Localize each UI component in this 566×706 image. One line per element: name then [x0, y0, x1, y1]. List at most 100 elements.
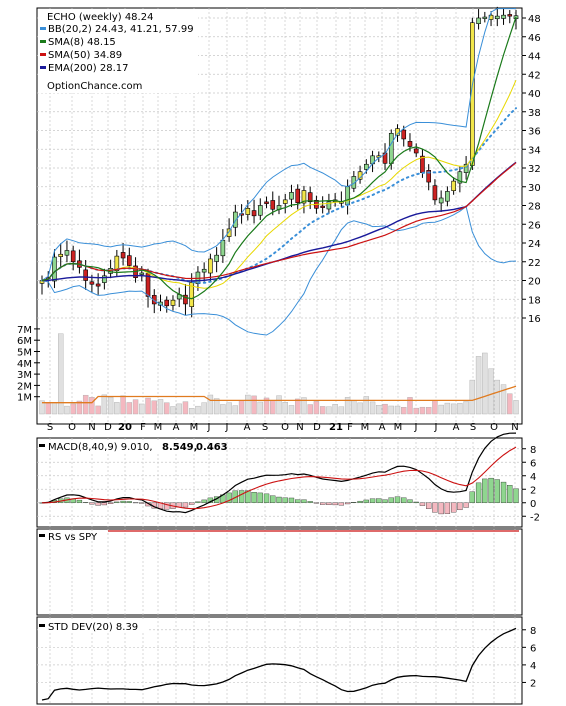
rs-label: RS vs SPY	[48, 532, 98, 543]
volume-bar	[351, 400, 357, 415]
macd-histogram-bar	[89, 502, 95, 505]
macd-histogram-bar	[276, 496, 282, 503]
volume-bar	[332, 404, 338, 415]
volume-bar	[82, 394, 89, 415]
candle-body	[451, 180, 456, 192]
sma50-legend-label: SMA(50) 34.89	[48, 50, 122, 61]
volume-bar	[363, 396, 370, 415]
macd-histogram-bar	[338, 502, 345, 506]
candle-body	[89, 281, 95, 285]
price-tick-label: 18	[528, 295, 541, 306]
volume-bar	[438, 404, 444, 415]
macd-histogram-bar	[326, 502, 332, 506]
macd-histogram-bar	[363, 499, 369, 503]
candle-body	[482, 16, 488, 19]
rs-legend-swatch	[39, 534, 45, 537]
macd-tick-label: 8	[530, 445, 536, 456]
volume-bar	[457, 403, 463, 415]
month-label: J	[414, 422, 418, 433]
macd-line	[41, 432, 517, 514]
candle-body	[139, 272, 145, 275]
price-tick-label: 24	[528, 239, 541, 250]
candle-body	[70, 250, 76, 263]
macd-histogram-bar	[482, 478, 488, 503]
macd-histogram-bar	[500, 481, 507, 503]
macd-histogram-bar	[419, 502, 426, 506]
volume-bar	[58, 333, 64, 415]
volume-bar	[151, 400, 157, 415]
candle-body	[295, 188, 301, 203]
volume-bar	[70, 403, 76, 415]
bb-legend-swatch	[40, 27, 46, 30]
stddev-tick-label: 2	[530, 678, 536, 689]
price-tick-label: 22	[528, 258, 541, 269]
candle-body	[494, 15, 500, 20]
month-label: A	[453, 422, 460, 433]
candle-body	[282, 199, 288, 204]
candle-body	[120, 252, 126, 259]
rs-panel: RS vs SPY	[39, 530, 519, 543]
macd-histogram-bar	[164, 502, 170, 510]
volume-average-line	[42, 385, 517, 404]
month-label: O	[68, 422, 76, 433]
volume-bar	[513, 400, 519, 415]
macd-histogram-bar	[488, 477, 494, 503]
volume-bar	[257, 401, 263, 415]
volume-bar	[182, 401, 189, 415]
macd-histogram-bar	[444, 502, 451, 514]
month-label: S	[262, 422, 268, 433]
volume-bar	[245, 394, 251, 415]
volume-bar	[226, 402, 232, 415]
volume-bar	[301, 397, 307, 415]
macd-histogram-bar	[307, 501, 313, 503]
price-tick-label: 16	[528, 314, 541, 325]
month-label: N	[511, 422, 518, 433]
macd-histogram-bar	[120, 500, 126, 503]
price-tick-label: 36	[528, 127, 541, 138]
macd-histogram-bar	[413, 501, 419, 503]
month-label: 21	[329, 422, 343, 433]
volume-bars	[39, 333, 519, 415]
month-label: A	[379, 422, 386, 433]
macd-tick-label: 2	[530, 485, 536, 496]
macd-histogram-bar	[257, 492, 263, 503]
candle-body	[289, 192, 294, 200]
volume-tick-label: 7M	[17, 325, 32, 336]
candle-body	[351, 176, 357, 189]
macd-histogram-bar	[426, 502, 432, 509]
candle-body	[189, 282, 194, 307]
price-tick-label: 26	[528, 220, 541, 231]
candle-body	[320, 205, 325, 208]
ema200-legend-label: EMA(200) 28.17	[48, 63, 128, 74]
month-label: S	[47, 422, 53, 433]
macd-histogram-bar	[469, 491, 475, 503]
macd-histogram-bar	[332, 502, 338, 506]
month-label: A	[244, 422, 251, 433]
volume-bar	[482, 352, 488, 415]
volume-bar	[170, 406, 176, 415]
macd-histogram-bar	[263, 493, 270, 503]
candle-body	[251, 210, 257, 217]
candle-body	[445, 191, 450, 202]
indicator-lines	[41, 8, 517, 336]
candle-body	[463, 163, 469, 173]
candle-body	[438, 197, 444, 204]
ema200-legend-swatch	[40, 66, 46, 69]
bb-mid-dotted-line	[41, 107, 517, 284]
candle-body	[432, 185, 438, 201]
macd-histogram-bar	[282, 497, 288, 503]
month-label: 20	[118, 422, 132, 433]
volume-bar	[95, 405, 101, 415]
month-label: M	[154, 422, 163, 433]
macd-tick-label: 4	[530, 472, 536, 483]
volume-bar	[207, 394, 214, 415]
volume-bar	[282, 402, 288, 415]
macd-histogram-bar	[394, 496, 401, 503]
volume-bar	[263, 397, 270, 415]
price-tick-label: 48	[528, 14, 541, 25]
volume-bar	[251, 395, 257, 415]
volume-bar	[319, 406, 326, 415]
volume-bar	[220, 404, 226, 415]
macd-histogram-bar	[101, 502, 108, 506]
